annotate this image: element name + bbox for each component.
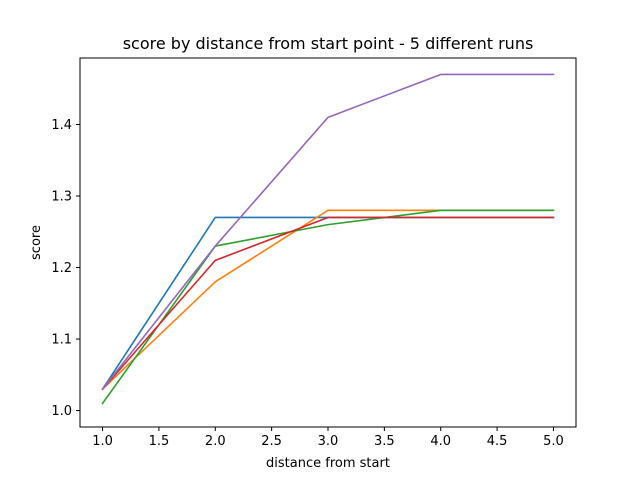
y-tick-label: 1.3 <box>51 190 72 205</box>
x-tick-label: 2.0 <box>205 434 226 449</box>
x-tick-label: 2.5 <box>261 434 282 449</box>
series-layer <box>101 73 555 405</box>
x-tick-label: 5.0 <box>543 434 564 449</box>
x-tick-label: 1.5 <box>149 434 170 449</box>
x-tick-label: 3.5 <box>374 434 395 449</box>
x-tick-label: 1.0 <box>92 434 113 449</box>
series-line-4 <box>101 216 555 391</box>
chart-title: score by distance from start point - 5 d… <box>123 34 534 53</box>
x-tick-label: 3.0 <box>318 434 339 449</box>
series-line-3 <box>101 209 555 405</box>
series-line-5 <box>101 73 555 391</box>
x-tick-label: 4.5 <box>487 434 508 449</box>
x-axis-ticks: 1.0 1.5 2.0 2.5 3.0 3.5 4.0 4.5 5.0 <box>92 427 564 449</box>
y-axis-label: score <box>29 225 44 260</box>
y-tick-label: 1.2 <box>51 261 72 276</box>
y-tick-label: 1.4 <box>51 118 72 133</box>
y-tick-label: 1.0 <box>51 404 72 419</box>
x-tick-label: 4.0 <box>430 434 451 449</box>
y-tick-label: 1.1 <box>51 333 72 348</box>
y-axis-ticks: 1.0 1.1 1.2 1.3 1.4 <box>51 118 80 419</box>
x-axis-label: distance from start <box>266 456 390 471</box>
